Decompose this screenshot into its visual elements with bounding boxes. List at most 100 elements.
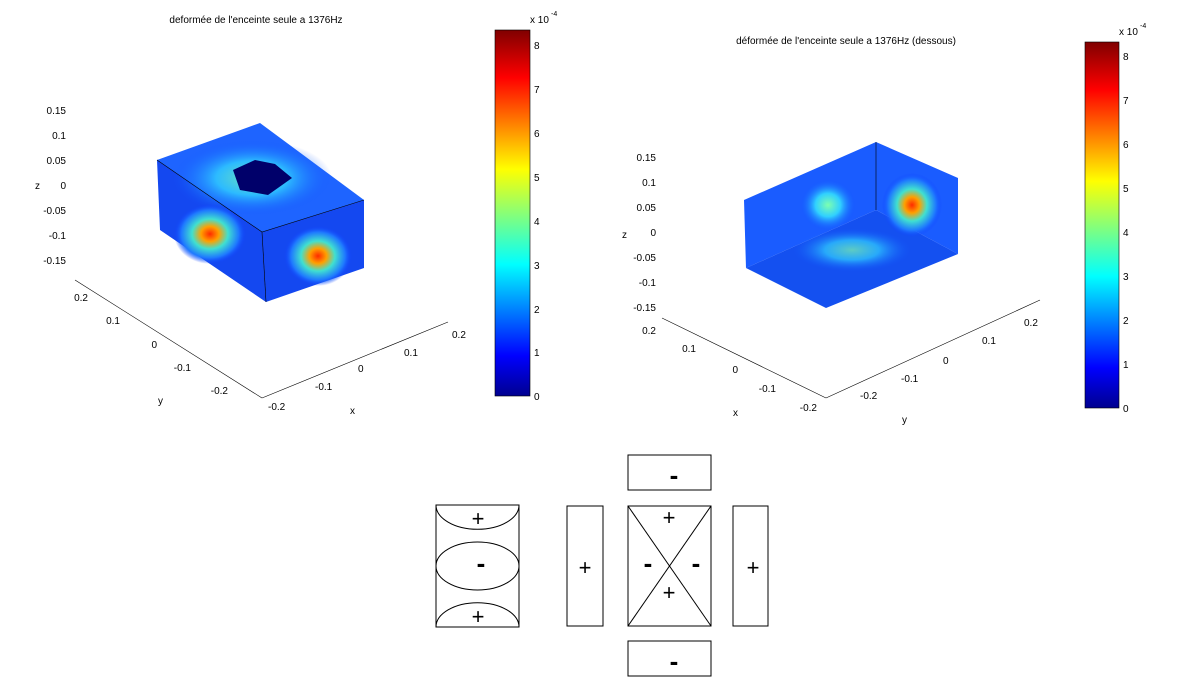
left-z-tick: 0 [60,181,66,192]
right-z-tick: 0.1 [642,178,656,189]
left-strip-panel [566,505,604,627]
right-colorbar-tick: 1 [1123,360,1129,371]
right-strip-sign: + [747,555,760,580]
right-x-label: x [733,408,738,419]
right-z-tick: -0.15 [633,303,656,314]
left-colorbar-exponent: x 10 [530,15,549,26]
right-y-tick: -0.2 [860,391,878,402]
right-x-tick: 0.2 [642,326,656,337]
left-x-label: x [350,406,355,417]
center-diagonal [627,505,712,627]
right-colorbar-tick: 6 [1123,140,1129,151]
right-y-axis-line [825,299,1041,399]
left-colorbar: x 10 -4 0 1 2 3 4 5 6 7 8 [494,11,557,403]
left-y-tick: -0.2 [211,386,229,397]
right-z-tick: 0.15 [637,153,657,164]
bottom-panel [627,640,712,677]
right-x-tick: -0.2 [800,403,818,414]
right-colorbar: x 10 -4 0 1 2 3 4 5 6 7 8 [1084,23,1146,415]
left-x-tick: -0.2 [268,402,286,413]
right-z-tick: -0.1 [639,278,657,289]
center-left-sign: - [644,548,653,578]
left-strip-sign: + [579,555,592,580]
right-y-label: y [902,415,907,426]
left-y-tick: 0 [151,340,157,351]
left-x-tick: -0.1 [315,382,333,393]
left-box-edge-vertical [261,231,267,303]
left-z-tick: -0.15 [43,256,66,267]
left-z-tick: -0.1 [49,231,67,242]
left-face-bottom-arc [435,602,520,628]
right-strip-panel [732,505,769,627]
right-plot: déformée de l'enceinte seule a 1376Hz (d… [622,23,1146,426]
left-colorbar-tick: 4 [534,217,540,228]
left-z-tick: -0.05 [43,206,66,217]
right-colorbar-tick: 0 [1123,404,1129,415]
left-colorbar-tick: 2 [534,305,540,316]
right-z-tick: -0.05 [633,253,656,264]
right-colorbar-tick: 2 [1123,316,1129,327]
left-plot-title: deformée de l'enceinte seule a 1376Hz [169,15,342,26]
right-x-tick: 0.1 [682,344,696,355]
right-y-tick: 0.1 [982,336,996,347]
left-colorbar-tick: 1 [534,348,540,359]
left-face-panel [435,504,520,628]
top-panel [627,454,712,491]
left-y-label: y [158,396,163,407]
right-box-surface [744,142,958,308]
left-colorbar-tick: 0 [534,392,540,403]
right-colorbar-tick: 8 [1123,52,1129,63]
center-top-sign: + [663,505,676,530]
left-front-hotspot [174,204,246,264]
left-top-dark-patch [233,160,292,195]
left-y-axis-line [74,279,263,399]
left-y-tick: -0.1 [174,363,192,374]
right-bottom-glow [792,228,912,272]
left-face-middle-ellipse [435,541,520,591]
right-z-tick: 0.05 [637,203,657,214]
right-colorbar-exponent-power: -4 [1140,23,1146,30]
left-colorbar-tick: 6 [534,129,540,140]
right-x-tick: -0.1 [759,384,777,395]
left-box-surface [156,123,365,303]
right-y-tick: 0.2 [1024,318,1038,329]
right-y-tick: -0.1 [901,374,919,385]
sign-diagram [435,454,769,677]
left-colorbar-gradient [494,29,531,397]
left-z-tick: 0.05 [47,156,67,167]
left-colorbar-exponent-power: -4 [551,11,557,18]
top-panel-sign: - [670,460,679,490]
right-x-tick: 0 [732,365,738,376]
bottom-panel-sign: - [670,646,679,676]
left-z-tick: 0.1 [52,131,66,142]
right-colorbar-exponent: x 10 [1119,27,1138,38]
left-x-tick: 0.1 [404,348,418,359]
left-face-bottom-sign: + [472,604,485,629]
right-wall-hotspot [882,173,942,237]
right-plot-title: déformée de l'enceinte seule a 1376Hz (d… [736,36,956,47]
left-side-hotspot [284,226,352,286]
left-x-axis-line [261,321,449,399]
right-colorbar-gradient [1084,41,1120,409]
right-wall-glow [800,179,856,231]
left-x-tick: 0 [358,364,364,375]
right-colorbar-tick: 4 [1123,228,1129,239]
left-colorbar-tick: 3 [534,261,540,272]
right-y-tick: 0 [943,356,949,367]
right-colorbar-tick: 5 [1123,184,1129,195]
left-colorbar-tick: 8 [534,41,540,52]
left-y-tick: 0.1 [106,316,120,327]
left-face-middle-sign: - [477,548,486,578]
center-bottom-sign: + [663,580,676,605]
left-colorbar-tick: 5 [534,173,540,184]
right-x-axis-line [661,317,827,399]
left-z-label: z [35,181,40,192]
sign-labels: - - + - + + + + - - + [472,460,760,676]
left-plot: deformée de l'enceinte seule a 1376Hz 0.… [35,11,557,417]
right-z-tick: 0 [650,228,656,239]
left-y-tick: 0.2 [74,293,88,304]
center-right-sign: - [692,548,701,578]
left-face-top-arc [435,504,520,530]
right-z-label: z [622,230,627,241]
